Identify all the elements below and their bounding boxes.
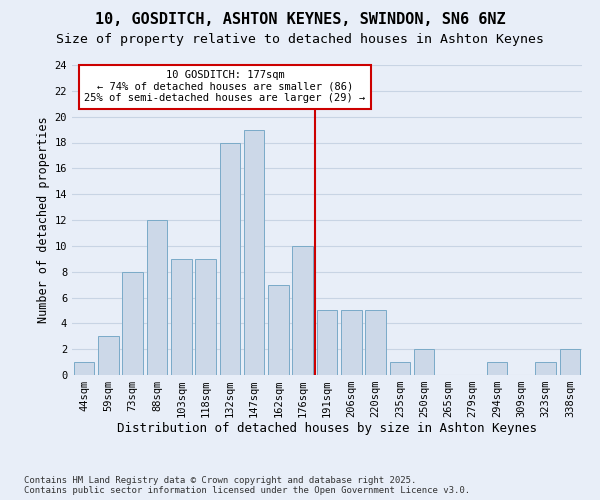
Text: Contains HM Land Registry data © Crown copyright and database right 2025.
Contai: Contains HM Land Registry data © Crown c… (24, 476, 470, 495)
Bar (74, 362, 94, 375)
Text: Size of property relative to detached houses in Ashton Keynes: Size of property relative to detached ho… (56, 32, 544, 46)
Bar (244, 130, 265, 375)
Bar (560, 349, 580, 375)
Bar (389, 362, 410, 375)
Bar (268, 284, 289, 375)
Bar (341, 310, 362, 375)
Y-axis label: Number of detached properties: Number of detached properties (37, 116, 50, 324)
Bar (365, 310, 386, 375)
Text: 10 GOSDITCH: 177sqm
← 74% of detached houses are smaller (86)
25% of semi-detach: 10 GOSDITCH: 177sqm ← 74% of detached ho… (85, 70, 365, 103)
Bar (146, 220, 167, 375)
Bar (317, 310, 337, 375)
Bar (171, 259, 191, 375)
Bar (292, 246, 313, 375)
Text: 10, GOSDITCH, ASHTON KEYNES, SWINDON, SN6 6NZ: 10, GOSDITCH, ASHTON KEYNES, SWINDON, SN… (95, 12, 505, 28)
Bar (220, 142, 240, 375)
Bar (195, 259, 216, 375)
Bar (122, 272, 143, 375)
Bar (414, 349, 434, 375)
Bar (98, 336, 119, 375)
Bar (487, 362, 508, 375)
Bar (535, 362, 556, 375)
X-axis label: Distribution of detached houses by size in Ashton Keynes: Distribution of detached houses by size … (117, 422, 537, 434)
